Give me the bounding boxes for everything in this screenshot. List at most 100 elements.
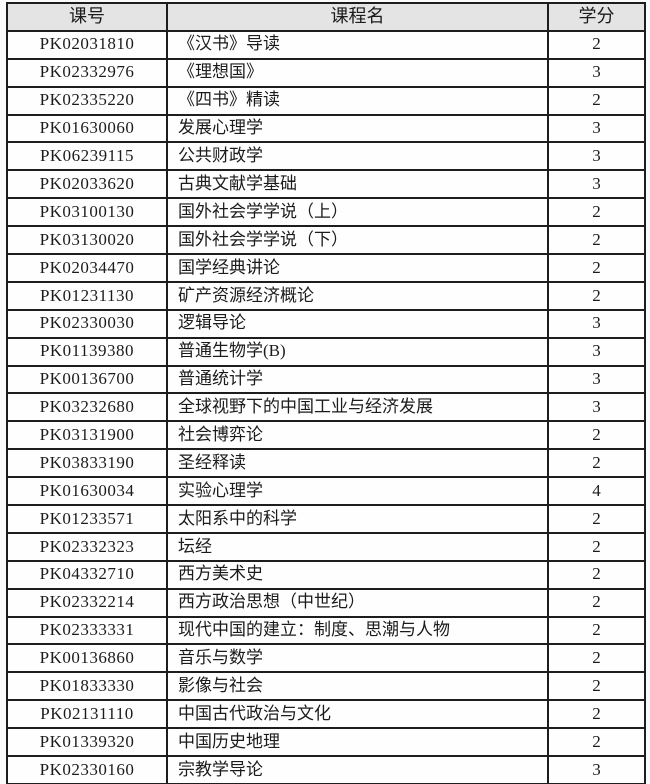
course-name-cell: 发展心理学 [166, 113, 549, 144]
course-name-cell: 公共财政学 [166, 141, 549, 172]
table-row: PK02033620 古典文献学基础 3 [6, 169, 646, 200]
course-name-cell: 宗教学导论 [166, 755, 549, 784]
credits-cell: 2 [547, 280, 646, 311]
table-row: PK00136700 普通统计学 3 [6, 364, 646, 395]
course-code-cell: PK03131900 [6, 420, 168, 451]
course-name-cell: 西方美术史 [166, 559, 549, 590]
course-name-cell: 《理想国》 [166, 57, 549, 88]
credits-cell: 2 [547, 197, 646, 228]
credits-cell: 2 [547, 448, 646, 479]
course-name-cell: 社会博弈论 [166, 420, 549, 451]
course-name-cell: 中国古代政治与文化 [166, 699, 549, 730]
table-row: PK03833190 圣经释读 2 [6, 448, 646, 479]
credits-cell: 2 [547, 587, 646, 618]
course-name-cell: 逻辑导论 [166, 308, 549, 339]
credits-cell: 3 [547, 364, 646, 395]
credits-cell: 2 [547, 699, 646, 730]
course-name-cell: 国学经典讲论 [166, 253, 549, 283]
col-header-credits: 学分 [547, 2, 646, 32]
course-name-cell: 影像与社会 [166, 671, 549, 702]
course-code-cell: PK03100130 [6, 197, 168, 228]
table-row: PK03131900 社会博弈论 2 [6, 420, 646, 451]
table-row: PK02131110 中国古代政治与文化 2 [6, 699, 646, 730]
course-name-cell: 普通生物学(B) [166, 336, 549, 367]
table-row: PK02332976 《理想国》 3 [6, 57, 646, 88]
table-row: PK02335220 《四书》精读 2 [6, 85, 646, 116]
credits-cell: 2 [547, 531, 646, 562]
course-code-cell: PK01233571 [6, 504, 168, 534]
course-name-cell: 国外社会学学说（上） [166, 197, 549, 228]
course-name-cell: 矿产资源经济概论 [166, 280, 549, 311]
credits-cell: 3 [547, 57, 646, 88]
course-name-cell: 国外社会学学说（下） [166, 225, 549, 256]
col-header-course-code: 课号 [6, 2, 168, 32]
course-code-cell: PK02333331 [6, 615, 168, 646]
course-code-cell: PK04332710 [6, 559, 168, 590]
course-code-cell: PK01139380 [6, 336, 168, 367]
course-code-cell: PK02031810 [6, 29, 168, 60]
credits-cell: 3 [547, 308, 646, 339]
table-row: PK01630060 发展心理学 3 [6, 113, 646, 144]
course-code-cell: PK00136700 [6, 364, 168, 395]
table-row: PK02333331 现代中国的建立：制度、思潮与人物 2 [6, 615, 646, 646]
table-row: PK02031810 《汉书》导读 2 [6, 29, 646, 60]
table-row: PK03100130 国外社会学学说（上） 2 [6, 197, 646, 228]
course-code-cell: PK02335220 [6, 85, 168, 116]
credits-cell: 2 [547, 85, 646, 116]
course-code-cell: PK03130020 [6, 225, 168, 256]
credits-cell: 3 [547, 392, 646, 423]
course-name-cell: 古典文献学基础 [166, 169, 549, 200]
course-code-cell: PK02330030 [6, 308, 168, 339]
course-name-cell: 实验心理学 [166, 476, 549, 507]
credits-cell: 3 [547, 141, 646, 172]
table-row: PK02330030 逻辑导论 3 [6, 308, 646, 339]
credits-cell: 2 [547, 504, 646, 534]
course-code-cell: PK02332976 [6, 57, 168, 88]
credits-cell: 2 [547, 727, 646, 758]
course-code-cell: PK01833330 [6, 671, 168, 702]
table-row: PK01339320 中国历史地理 2 [6, 727, 646, 758]
table-row: PK01233571 太阳系中的科学 2 [6, 504, 646, 534]
table-row: PK01833330 影像与社会 2 [6, 671, 646, 702]
credits-cell: 2 [547, 29, 646, 60]
credits-cell: 2 [547, 225, 646, 256]
course-code-cell: PK01630034 [6, 476, 168, 507]
credits-cell: 3 [547, 169, 646, 200]
table-row: PK04332710 西方美术史 2 [6, 559, 646, 590]
table-row: PK01231130 矿产资源经济概论 2 [6, 280, 646, 311]
table-row: PK01630034 实验心理学 4 [6, 476, 646, 507]
course-code-cell: PK03833190 [6, 448, 168, 479]
course-table-body: PK02031810 《汉书》导读 2 PK02332976 《理想国》 3 PK02335… [6, 29, 646, 784]
course-code-cell: PK01231130 [6, 280, 168, 311]
course-code-cell: PK02330160 [6, 755, 168, 784]
course-code-cell: PK02033620 [6, 169, 168, 200]
table-row: PK01139380 普通生物学(B) 3 [6, 336, 646, 367]
credits-cell: 3 [547, 755, 646, 784]
course-name-cell: 西方政治思想（中世纪） [166, 587, 549, 618]
course-name-cell: 《四书》精读 [166, 85, 549, 116]
course-name-cell: 音乐与数学 [166, 643, 549, 674]
course-name-cell: 普通统计学 [166, 364, 549, 395]
table-row: PK06239115 公共财政学 3 [6, 141, 646, 172]
header-row: 课号 课程名 学分 [6, 2, 646, 32]
course-name-cell: 《汉书》导读 [166, 29, 549, 60]
table-row: PK03232680 全球视野下的中国工业与经济发展 3 [6, 392, 646, 423]
credits-cell: 2 [547, 253, 646, 283]
credits-cell: 2 [547, 420, 646, 451]
course-name-cell: 太阳系中的科学 [166, 504, 549, 534]
course-name-cell: 全球视野下的中国工业与经济发展 [166, 392, 549, 423]
col-header-course-name: 课程名 [166, 2, 549, 32]
course-name-cell: 圣经释读 [166, 448, 549, 479]
credits-cell: 4 [547, 476, 646, 507]
credits-cell: 3 [547, 113, 646, 144]
course-name-cell: 中国历史地理 [166, 727, 549, 758]
credits-cell: 2 [547, 671, 646, 702]
course-code-cell: PK06239115 [6, 141, 168, 172]
table-row: PK02330160 宗教学导论 3 [6, 755, 646, 784]
table-row: PK02034470 国学经典讲论 2 [6, 253, 646, 283]
table-row: PK03130020 国外社会学学说（下） 2 [6, 225, 646, 256]
credits-cell: 2 [547, 559, 646, 590]
course-code-cell: PK02332214 [6, 587, 168, 618]
table-row: PK02332214 西方政治思想（中世纪） 2 [6, 587, 646, 618]
